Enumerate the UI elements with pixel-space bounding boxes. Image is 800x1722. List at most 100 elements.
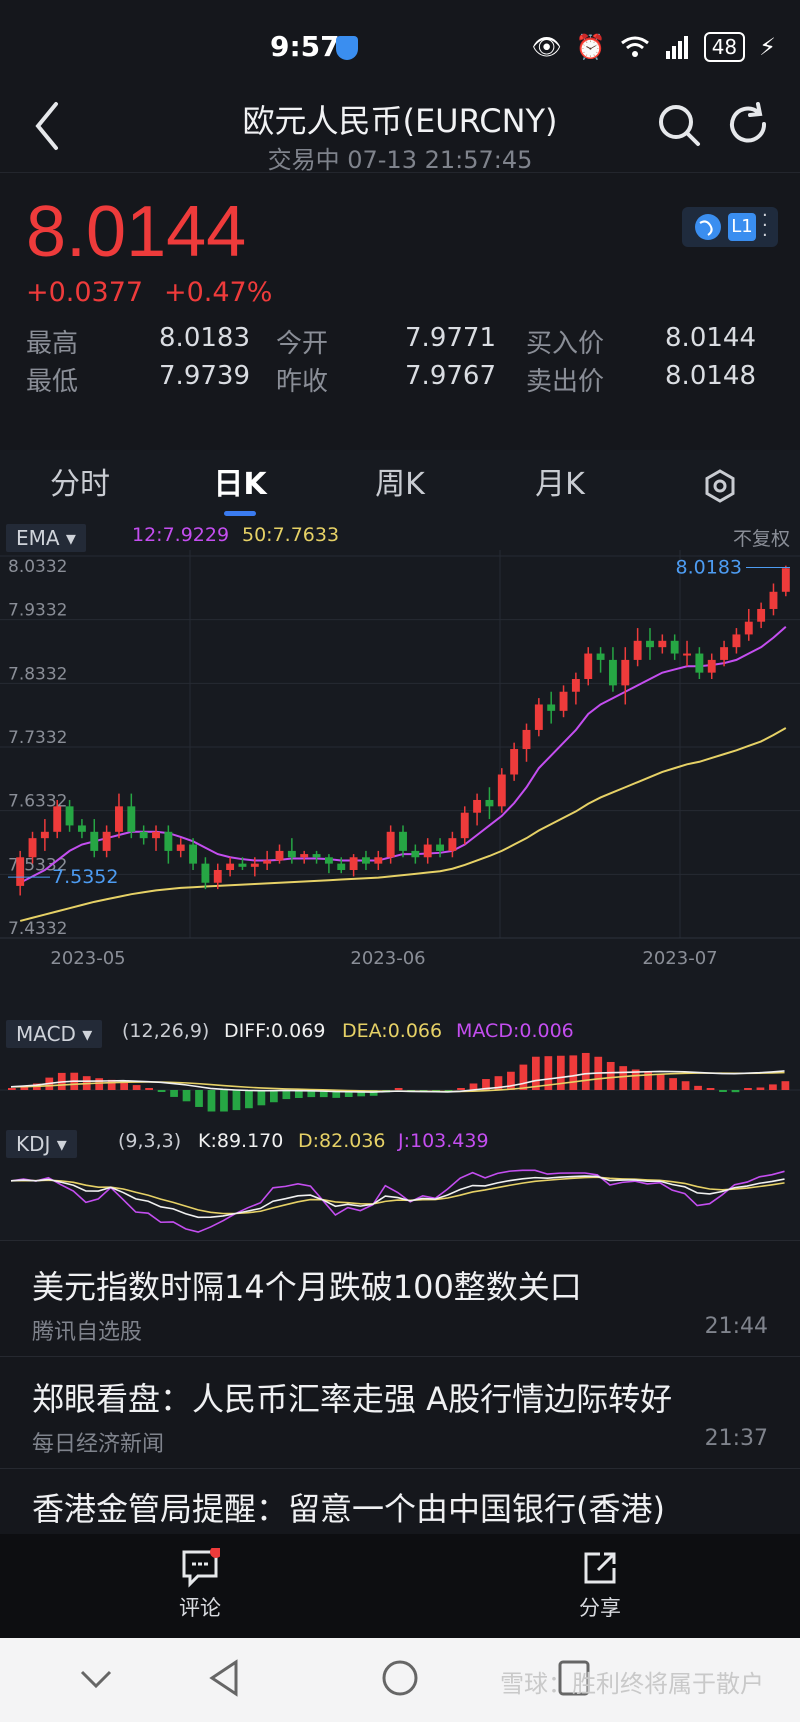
macd-bar [20, 1086, 29, 1090]
candle-body [596, 653, 605, 660]
macd-bar [469, 1083, 478, 1090]
candle-body [287, 850, 296, 858]
candle-body [732, 634, 741, 648]
share-button[interactable]: 分享 [560, 1548, 640, 1622]
macd-bar [581, 1052, 590, 1090]
news-title[interactable]: 香港金管局提醒：留意一个由中国银行(香港) [32, 1490, 665, 1528]
ema12-value: 12:7.9229 [132, 524, 230, 546]
level-selector[interactable]: L1 · · · [682, 207, 778, 247]
nav-collapse-icon[interactable] [78, 1664, 114, 1694]
shield-icon [336, 36, 358, 60]
candle-body [53, 806, 62, 832]
ema50-value: 50:7.7633 [242, 524, 340, 546]
candlestick-chart[interactable]: 8.03327.93327.83327.73327.63327.53327.43… [0, 550, 800, 975]
macd-bar [307, 1090, 316, 1098]
macd-bar [207, 1090, 216, 1112]
tab-intraday[interactable]: 分时 [50, 467, 110, 502]
candle-body [584, 653, 593, 680]
status-time: 9:57 [270, 30, 340, 63]
chart-settings-button[interactable] [640, 450, 800, 520]
macd-bar [344, 1090, 353, 1098]
macd-bar [132, 1085, 141, 1090]
candle-body [139, 831, 148, 839]
macd-bar [195, 1090, 203, 1107]
tab-weekly-k[interactable]: 周K [375, 467, 425, 502]
candle-body [127, 806, 136, 832]
divider [0, 1468, 800, 1469]
candle-body [781, 568, 790, 592]
ema-selector[interactable]: EMA ▾ [6, 524, 86, 552]
kdj-chart [10, 1169, 785, 1233]
news-title[interactable]: 美元指数时隔14个月跌破100整数关口 [32, 1268, 582, 1306]
adjust-mode[interactable]: 不复权 [732, 528, 790, 550]
back-icon[interactable] [28, 96, 68, 156]
candle-body [374, 857, 383, 864]
candle-body [757, 608, 766, 622]
candle-body [65, 806, 74, 826]
ema50-line [19, 727, 787, 922]
refresh-icon[interactable] [726, 102, 772, 148]
macd-params: (12,26,9) [122, 1020, 210, 1042]
watermark: 雪球：胜利终将属于散户 [500, 1670, 764, 1698]
candle-body [115, 806, 123, 832]
macd-bar [170, 1090, 178, 1097]
kdj-d-line [10, 1176, 785, 1215]
macd-bar [319, 1090, 328, 1098]
macd-bar [532, 1056, 540, 1090]
candle-body [28, 838, 37, 858]
kdj-selector[interactable]: KDJ ▾ [6, 1130, 77, 1158]
candle-body [275, 850, 284, 861]
quote-stat-value: 8.0148 [665, 361, 756, 391]
candle-body [16, 857, 25, 886]
macd-bar [681, 1081, 690, 1090]
candle-body [448, 838, 457, 851]
bottom-action-bar: 评论 分享 [0, 1534, 800, 1638]
candle-body [473, 799, 482, 813]
search-icon[interactable] [656, 102, 702, 148]
candle-body [77, 825, 86, 832]
candle-body [152, 831, 160, 839]
news-source: 每日经济新闻 [32, 1432, 165, 1457]
candle-body [386, 831, 395, 858]
more-dots-icon[interactable]: · · · [762, 205, 768, 246]
macd-bar [744, 1088, 752, 1090]
alarm-icon: ⏰ [575, 33, 606, 61]
candle-body [399, 831, 407, 851]
comment-label: 评论 [179, 1596, 221, 1620]
tab-monthly-k[interactable]: 月K [535, 467, 585, 502]
macd-bar [719, 1090, 727, 1092]
candle-body [312, 854, 321, 858]
candle-body [744, 621, 753, 635]
candle-body [324, 857, 333, 864]
news-title[interactable]: 郑眼看盘：人民币汇率走强 A股行情边际转好 [32, 1380, 673, 1418]
nav-back-icon[interactable] [206, 1658, 242, 1698]
nav-home-icon[interactable] [380, 1658, 420, 1698]
candle-body [201, 863, 210, 883]
news-time: 21:37 [704, 1426, 768, 1451]
macd-value: MACD:0.006 [456, 1020, 574, 1042]
candle-body [658, 640, 667, 648]
candle-body [769, 591, 778, 609]
tab-daily-k[interactable]: 日K [160, 450, 320, 520]
macd-bar [245, 1090, 253, 1109]
macd-bar [656, 1074, 665, 1090]
macd-bar [8, 1088, 16, 1090]
page-title: 欧元人民币(EURCNY) [242, 102, 558, 140]
candle-body [522, 729, 531, 750]
x-tick-label: 2023-06 [350, 948, 425, 969]
chart-tabs: 分时 日K 周K 月K [0, 450, 800, 520]
candle-body [633, 640, 642, 660]
macd-bar [182, 1090, 191, 1102]
macd-selector[interactable]: MACD ▾ [6, 1020, 103, 1048]
nav-recents-icon[interactable] [556, 1658, 592, 1698]
macd-bar [606, 1061, 615, 1090]
candle-body [683, 653, 691, 656]
macd-bar [294, 1090, 303, 1098]
divider [0, 1240, 800, 1241]
macd-bar [107, 1079, 116, 1090]
candle-body [423, 844, 432, 858]
y-tick-label: 7.6332 [8, 792, 67, 812]
candle-body [300, 854, 309, 858]
comment-button[interactable]: 评论 [160, 1546, 240, 1622]
chart-panel: 分时 日K 周K 月K EMA ▾ 12:7.9229 50:7.7633 不复… [0, 450, 800, 1240]
